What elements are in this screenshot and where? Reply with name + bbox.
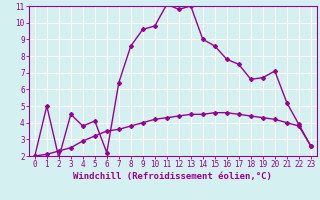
X-axis label: Windchill (Refroidissement éolien,°C): Windchill (Refroidissement éolien,°C) <box>73 172 272 181</box>
